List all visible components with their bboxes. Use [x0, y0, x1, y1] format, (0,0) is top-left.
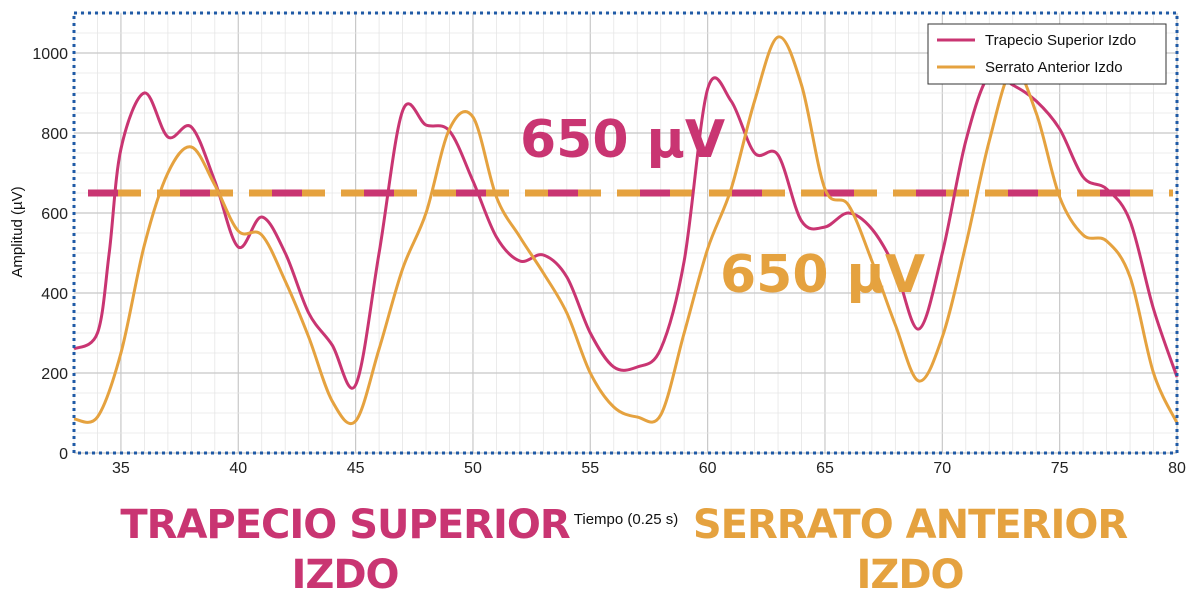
legend-box	[927, 23, 1167, 85]
y-tick-label: 600	[41, 206, 68, 223]
x-tick-label: 35	[112, 460, 130, 477]
x-tick-label: 45	[347, 460, 365, 477]
x-tick-label: 55	[581, 460, 599, 477]
y-tick-label: 800	[41, 126, 68, 143]
x-tick-label: 65	[816, 460, 834, 477]
x-tick-label: 40	[229, 460, 247, 477]
trapecio-threshold-label: 650 µV	[520, 110, 725, 170]
caption-trapecio-line1: TRAPECIO SUPERIOR	[120, 502, 569, 548]
x-tick-label: 75	[1051, 460, 1069, 477]
x-tick-label: 60	[699, 460, 717, 477]
y-tick-label: 1000	[32, 46, 68, 63]
plot-frame	[72, 11, 1179, 455]
x-tick-label: 80	[1168, 460, 1186, 477]
caption-trapecio-line2: IZDO	[291, 552, 398, 598]
series-line-trapecio	[73, 70, 1179, 390]
y-tick-label: 400	[41, 286, 68, 303]
legend-label-serrato: Serrato Anterior Izdo	[985, 59, 1123, 76]
legend: Trapecio Superior Izdo Serrato Anterior …	[927, 23, 1167, 85]
serrato-threshold-label: 650 µV	[720, 245, 925, 305]
y-axis-title: Amplitud (µV)	[9, 186, 26, 277]
y-tick-label: 200	[41, 366, 68, 383]
series-lines	[73, 35, 1179, 425]
legend-label-trapecio: Trapecio Superior Izdo	[985, 32, 1136, 49]
x-tick-label: 70	[933, 460, 951, 477]
series-line-serrato	[73, 35, 1179, 425]
x-axis-title: Tiempo (0.25 s)	[574, 511, 678, 528]
y-tick-label: 0	[59, 446, 68, 463]
caption-serrato-line1: SERRATO ANTERIOR	[693, 502, 1128, 548]
caption-serrato-line2: IZDO	[856, 552, 963, 598]
x-tick-label: 50	[464, 460, 482, 477]
